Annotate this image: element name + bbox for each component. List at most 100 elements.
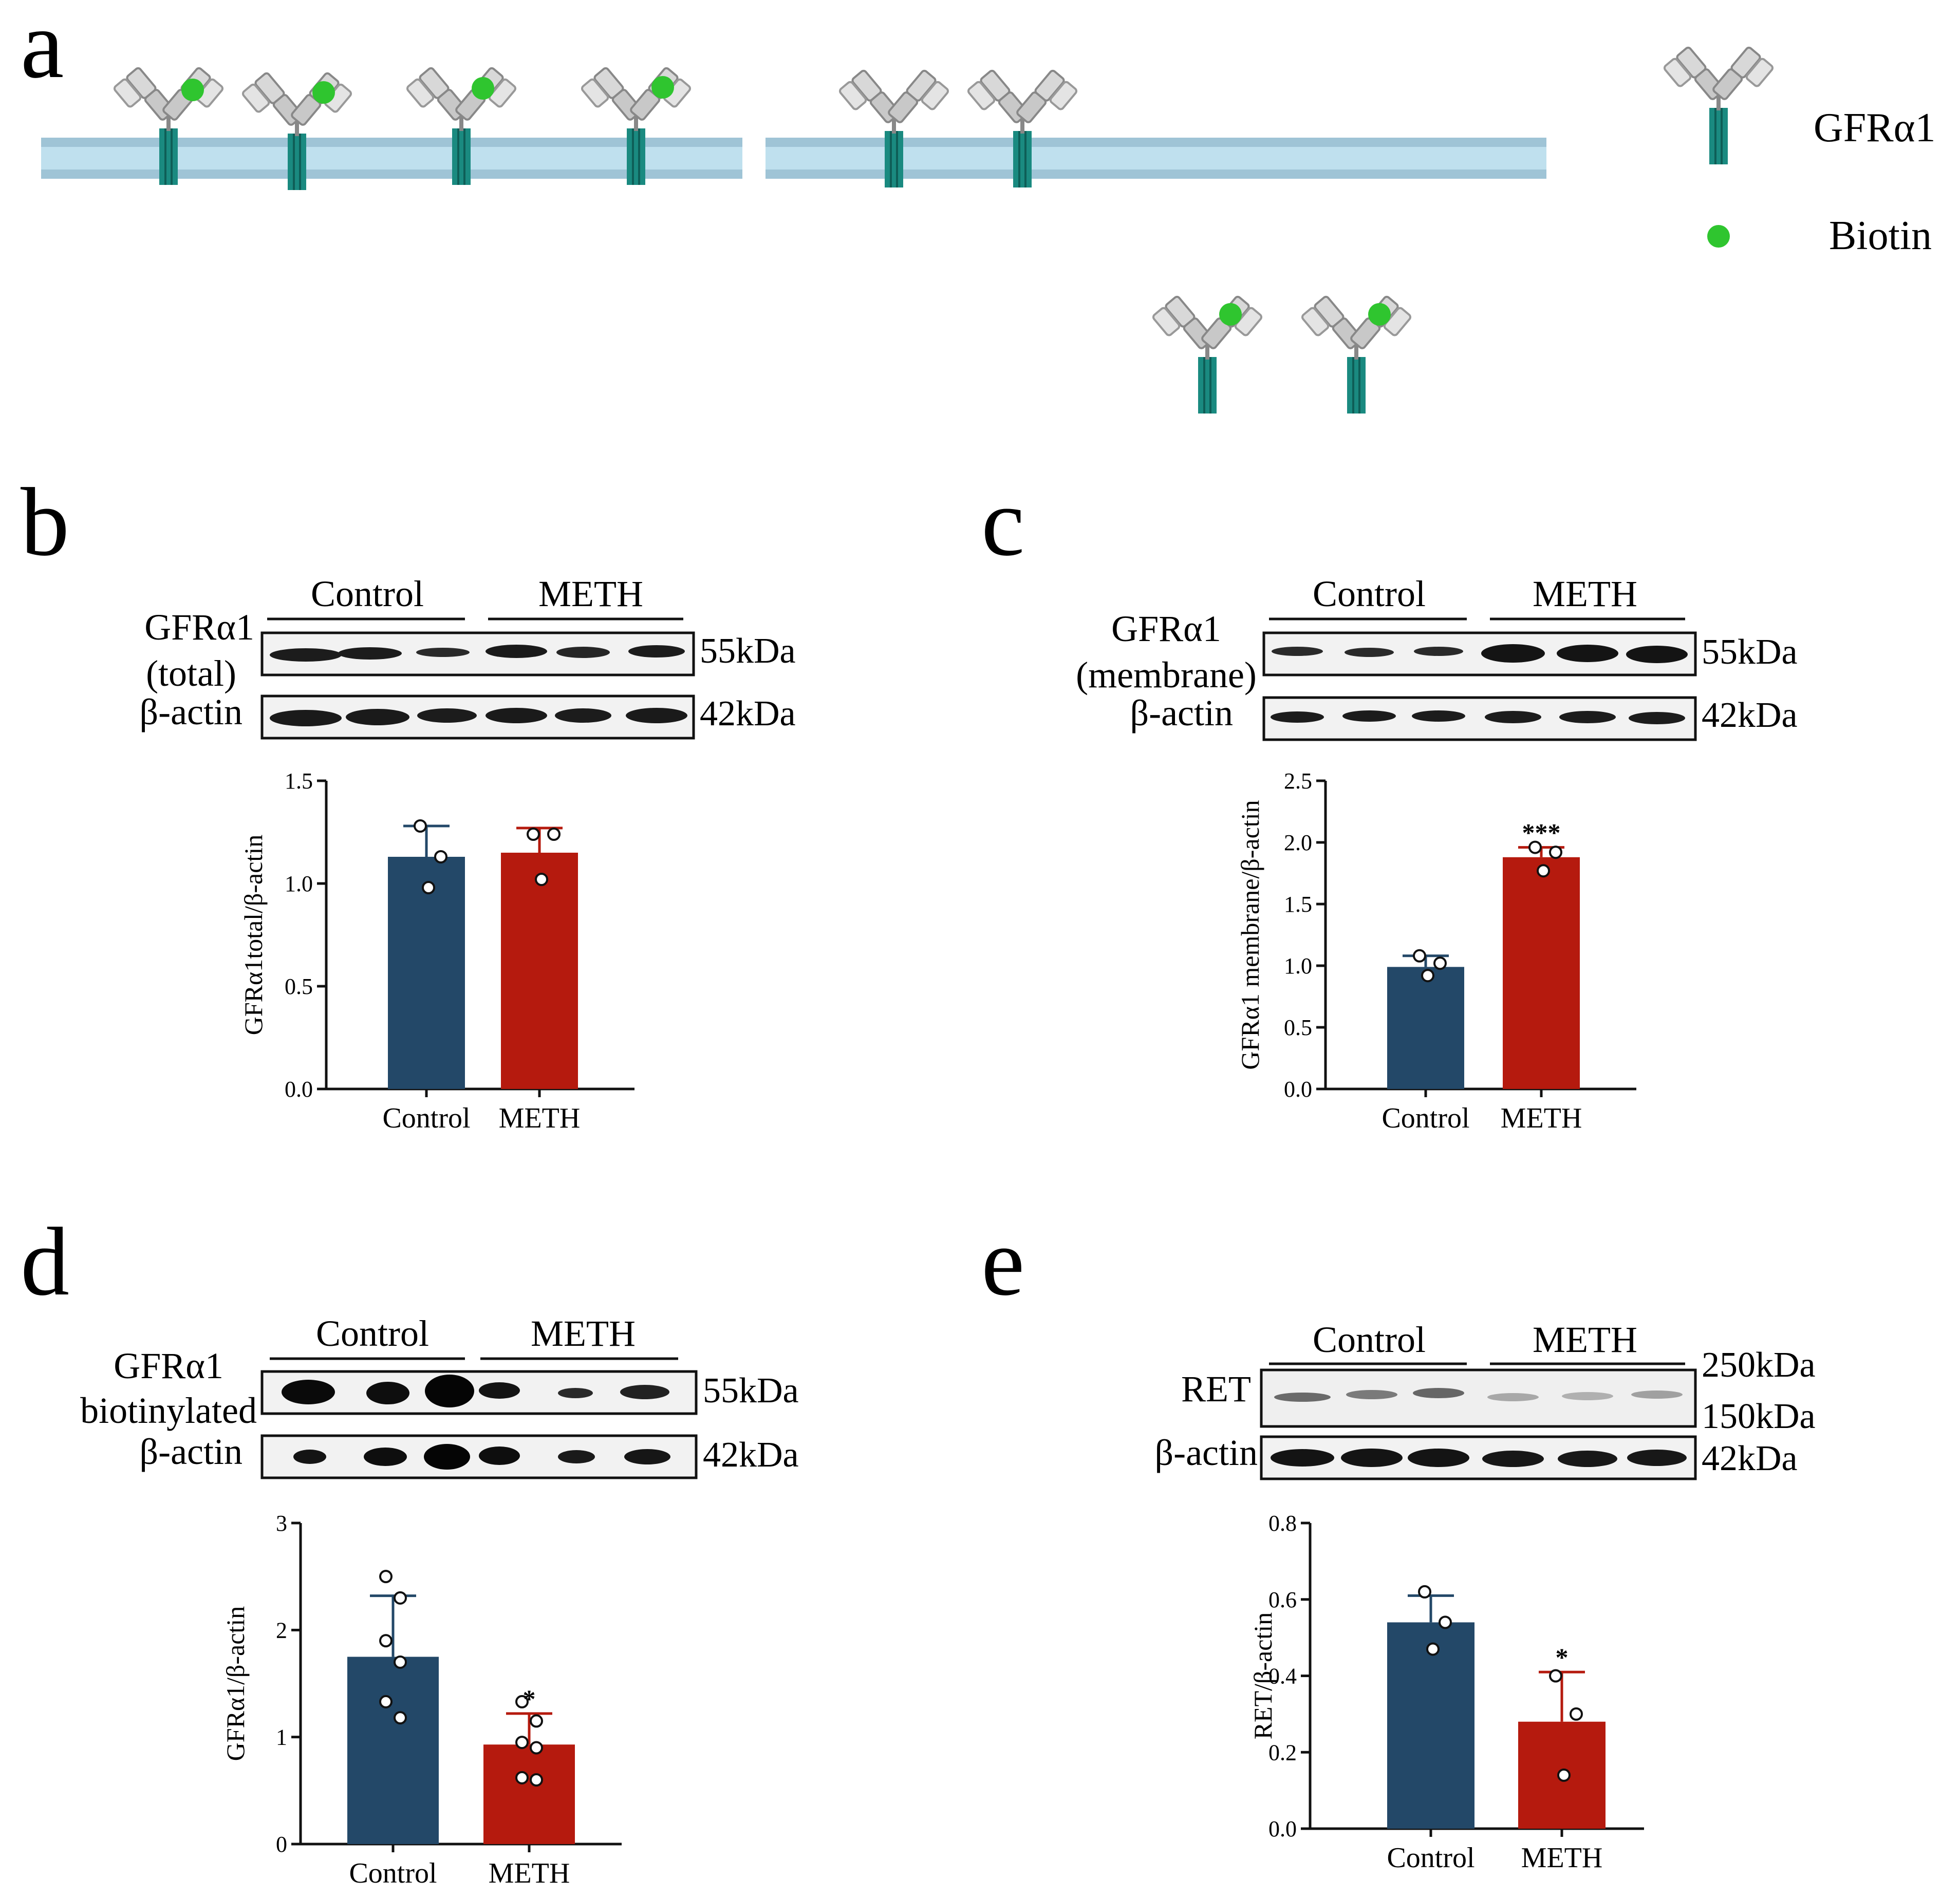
y-tick-label: 0.4 [1268,1664,1297,1689]
blot-d-group-meth: METH [531,1313,636,1354]
blot-d-row2-label: β-actin [139,1431,242,1472]
data-point [379,1695,393,1708]
internalized-biotinylated-receptor [1301,295,1412,414]
blot-e-mw1: 250kDa [1702,1345,1816,1385]
y-tick-label: 0.8 [1268,1511,1297,1536]
data-point [1439,1615,1452,1629]
data-point [515,1736,529,1750]
y-tick-label: 0.0 [1284,1077,1312,1102]
blot-c-mw2: 42kDa [1702,696,1798,735]
data-point [394,1655,407,1669]
x-tick-label: Control [1382,1102,1469,1134]
significance-label: * [1556,1643,1569,1671]
x-tick-label: METH [499,1102,581,1134]
blot-e-mw1b: 150kDa [1702,1397,1816,1436]
biotinylated-receptor [581,67,692,185]
bar [1387,967,1464,1089]
y-tick-label: 0.0 [1268,1816,1297,1841]
blot-d-mw1: 55kDa [703,1371,799,1411]
data-point [414,819,427,833]
y-tick-label: 0.0 [285,1077,313,1102]
panel-letter-d: d [21,1208,69,1316]
data-point [1426,1642,1440,1656]
y-tick-label: 2.0 [1284,830,1312,855]
significance-label: * [523,1684,536,1713]
data-point [1570,1707,1583,1721]
data-point [1413,949,1426,963]
blot-b: Control METH GFRα1 (total) 55kDa β-actin … [139,573,796,740]
y-tick-label: 1.5 [285,768,313,794]
data-point [530,1741,543,1755]
bar [1387,1622,1474,1829]
data-point [1549,845,1562,859]
blot-b-group-meth: METH [538,573,643,614]
blot-e-group-control: Control [1313,1319,1426,1360]
y-axis-label: GFRα1 membrane/β-actin [1236,800,1264,1069]
y-tick-label: 0 [276,1832,287,1857]
y-tick-label: 0.2 [1268,1740,1297,1765]
data-point [1557,1768,1571,1782]
blot-e-mw2: 42kDa [1702,1439,1798,1478]
data-point [515,1695,529,1708]
blot-b-group-control: Control [311,573,424,614]
receptor-legend-icon [1664,46,1774,164]
legend: GFRα1 Biotin [1664,46,1936,258]
bar-chart-e: 0.0 0.2 0.4 0.6 0.8 RET/β-actin Control METH * [1248,1511,1644,1874]
blot-e: Control METH RET 250kDa 150kDa β-actin 4… [1154,1319,1816,1480]
x-tick-label: METH [489,1857,570,1889]
y-tick-label: 1.0 [1284,953,1312,979]
data-point [535,873,548,886]
blot-c-row2-label: β-actin [1130,692,1233,734]
bar-chart-b: 0.0 0.5 1.0 1.5 GFRα1total/β-actin Control MET… [239,768,634,1134]
data-point [1549,1669,1562,1683]
data-point [394,1591,407,1605]
data-point [547,828,561,841]
blot-d-group-control: Control [316,1313,429,1354]
blot-b-mw2: 42kDa [700,694,796,734]
blot-d-mw2: 42kDa [703,1435,799,1475]
data-point [515,1771,529,1784]
blot-d-row1-label: GFRα1 biotinylated [80,1345,257,1431]
data-point [379,1570,393,1584]
y-axis-label: RET/β-actin [1248,1612,1277,1740]
bar [501,853,578,1089]
y-tick-label: 1 [276,1725,287,1750]
blot-c-row1-label: GFRα1 (membrane) [1076,608,1257,696]
data-point [527,828,540,841]
blot-e-row1-label: RET [1181,1368,1251,1410]
y-tick-label: 3 [276,1511,287,1536]
blot-c-group-control: Control [1313,573,1426,614]
panel-letter-b: b [21,468,69,576]
panel-letter-a: a [21,0,64,99]
bar [483,1744,575,1844]
blot-c-mw1: 55kDa [1702,632,1798,672]
x-tick-label: Control [382,1102,470,1134]
biotinylated-receptor [406,67,517,185]
x-tick-label: Control [1387,1842,1474,1874]
membrane-right [766,138,1546,179]
data-point [422,881,435,894]
biotinylated-receptor [114,67,224,185]
data-point [394,1711,407,1725]
y-tick-label: 1.0 [285,871,313,896]
biotin-legend-icon [1707,225,1730,248]
y-tick-label: 1.5 [1284,892,1312,917]
biotinylated-receptor [242,72,352,190]
x-tick-label: Control [349,1857,437,1889]
x-tick-label: METH [1521,1842,1603,1874]
data-point [1537,864,1550,878]
panel-letter-e: e [981,1208,1024,1316]
data-point [1528,840,1542,854]
internalized-biotinylated-receptor [1152,295,1263,414]
x-tick-label: METH [1501,1102,1582,1134]
y-tick-label: 0.5 [285,974,313,999]
legend-receptor-label: GFRα1 [1814,105,1936,151]
blot-c-group-meth: METH [1533,573,1637,614]
data-point [434,850,447,863]
y-tick-label: 0.6 [1268,1587,1297,1612]
panel-a: a GFRα1 Biotin [21,0,1936,414]
data-point [530,1773,543,1787]
bar [347,1657,439,1844]
y-axis-label: GFRα1/β-actin [221,1606,250,1761]
